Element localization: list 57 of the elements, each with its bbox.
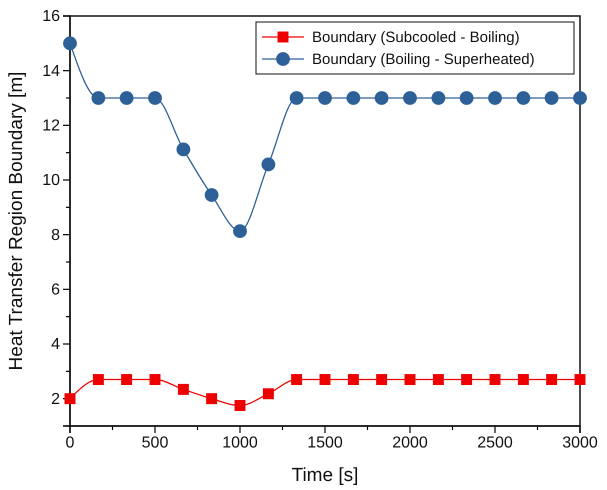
point (176, 142, 190, 156)
point (262, 388, 274, 400)
point (403, 91, 417, 105)
x-tick-label: 1000 (222, 434, 258, 452)
point (92, 374, 104, 386)
point (318, 91, 332, 105)
point (516, 91, 530, 105)
legend-label: Boundary (Subcooled - Boiling) (312, 29, 520, 46)
point (91, 91, 106, 105)
point (546, 374, 558, 386)
point (348, 374, 359, 386)
x-tick-label: 0 (66, 434, 75, 452)
point (374, 91, 389, 105)
x-tick-label: 500 (142, 434, 168, 452)
point (431, 91, 446, 105)
point (573, 91, 587, 105)
point (460, 91, 474, 105)
x-tick-label: 3000 (562, 434, 598, 452)
point (346, 91, 360, 105)
point (404, 374, 416, 386)
point (64, 393, 76, 404)
point (574, 374, 586, 386)
y-tick-label: 4 (51, 336, 60, 354)
point (204, 188, 219, 202)
y-tick-label: 8 (51, 226, 60, 244)
point (148, 91, 162, 105)
y-tick-label: 10 (42, 172, 60, 190)
point (461, 374, 472, 386)
y-tick-label: 12 (42, 117, 60, 134)
x-tick-label: 1500 (307, 434, 343, 452)
point (206, 393, 218, 404)
y-tick-label: 2 (51, 390, 60, 408)
point (233, 224, 247, 238)
point (432, 374, 444, 386)
point (291, 374, 302, 386)
point (488, 91, 502, 105)
point (544, 91, 559, 105)
point (290, 91, 304, 105)
x-axis-title: Time [s] (292, 465, 358, 486)
point (178, 384, 189, 395)
x-tick-label: 2500 (477, 434, 513, 452)
point (150, 374, 160, 386)
point (121, 374, 132, 386)
point (120, 91, 134, 105)
point (261, 158, 276, 172)
y-tick-label: 6 (51, 281, 60, 298)
point (320, 374, 330, 386)
y-tick-label: 16 (42, 8, 60, 26)
point (63, 36, 77, 50)
y-axis-title: Heat Transfer Region Boundary [m] (6, 72, 27, 370)
point (376, 374, 388, 386)
x-tick-label: 2000 (392, 434, 428, 452)
legend-label: Boundary (Boiling - Superheated) (312, 51, 535, 68)
point (234, 400, 246, 411)
point (518, 374, 529, 386)
y-tick-label: 14 (42, 62, 60, 80)
point (490, 374, 500, 386)
